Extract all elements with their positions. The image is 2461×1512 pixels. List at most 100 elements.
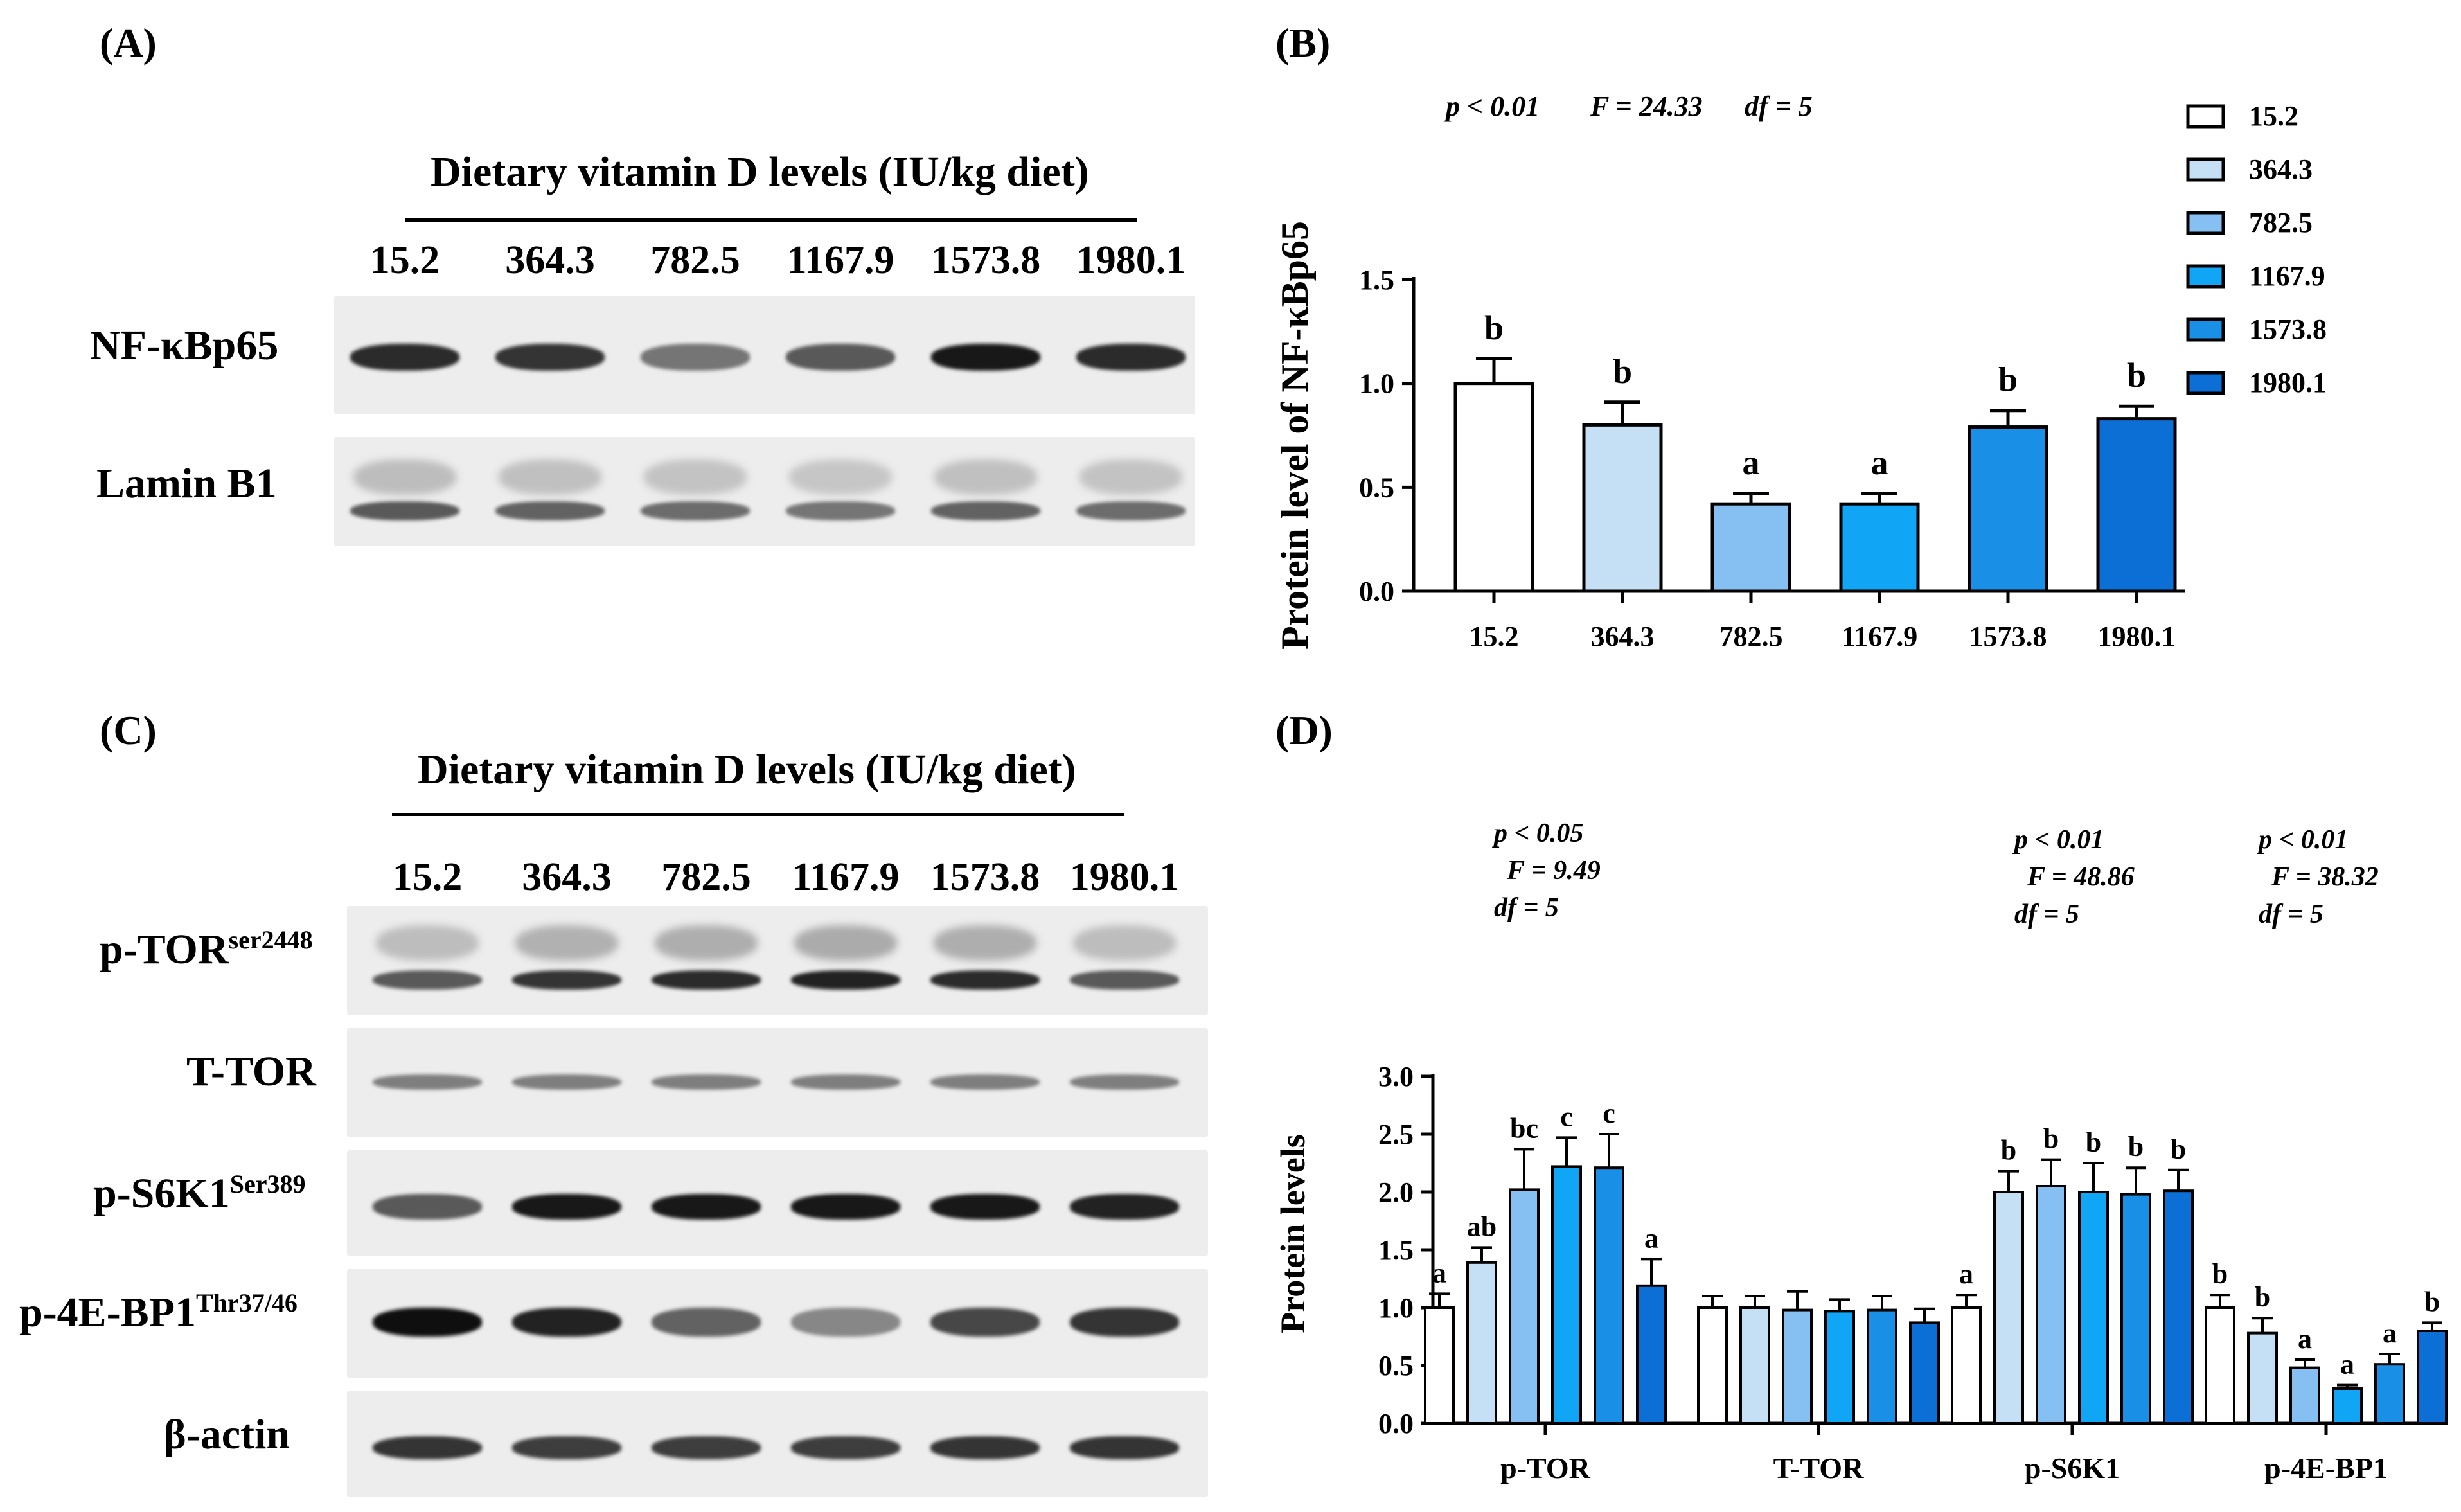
legend-label: 1980.1: [2249, 367, 2327, 398]
western-blot-beta-actin: [347, 1391, 1208, 1497]
bar: [2120, 1193, 2151, 1425]
lane-label: 782.5: [650, 238, 740, 282]
y-axis-title: Protein levels: [1274, 1134, 1312, 1333]
legend-swatch: [2186, 157, 2225, 182]
blot-band: [930, 970, 1040, 990]
blot-band-faint: [644, 459, 747, 495]
blot-band: [791, 1436, 900, 1459]
panel-c-header-rule: [392, 813, 1124, 816]
panel-c-row-label-ttor: T-TOR: [186, 1048, 316, 1095]
blot-band: [931, 344, 1040, 371]
blot-band: [786, 501, 895, 520]
significance-letter: c: [1603, 1098, 1615, 1129]
x-tick-label: p-4E-BP1: [2264, 1452, 2388, 1484]
blot-band: [1070, 1308, 1179, 1337]
blot-band-faint: [499, 459, 601, 495]
significance-letter: a: [2298, 1323, 2312, 1355]
significance-letter: b: [2128, 1131, 2144, 1162]
lane-label: 1573.8: [930, 855, 1040, 899]
legend-label: 1167.9: [2249, 260, 2325, 292]
stats-f: F = 48.86: [2027, 862, 2135, 892]
blot-band: [791, 1074, 900, 1090]
blot-band: [512, 970, 621, 990]
bar: [1594, 1166, 1624, 1425]
bar: [1551, 1165, 1582, 1425]
blot-band: [786, 344, 895, 371]
western-blot-lamin-b1: [334, 437, 1195, 546]
blot-band: [495, 501, 605, 520]
blot-band: [1070, 1074, 1179, 1090]
lane-label: 1980.1: [1076, 238, 1186, 282]
blot-band: [652, 1436, 761, 1459]
blot-band-faint: [376, 925, 479, 961]
stats-f: F = 24.33: [1590, 91, 1703, 122]
blot-band: [373, 1194, 482, 1220]
significance-letter: b: [2086, 1126, 2101, 1158]
y-tick-label: 0.5: [1359, 472, 1394, 503]
blot-band: [930, 1194, 1040, 1220]
significance-letter: bc: [1510, 1112, 1538, 1144]
significance-letter: b: [2212, 1258, 2228, 1290]
lane-label: 364.3: [505, 238, 595, 282]
significance-letter: b: [1484, 308, 1504, 347]
blot-band: [1076, 501, 1186, 520]
legend-label: 1573.8: [2249, 314, 2327, 345]
legend-label: 782.5: [2249, 207, 2313, 238]
bar: [1824, 1310, 1855, 1425]
bar: [2078, 1191, 2109, 1425]
x-tick-label: 15.2: [1470, 621, 1519, 652]
significance-letter: a: [1644, 1222, 1658, 1254]
bar: [2417, 1330, 2448, 1425]
blot-band: [512, 1436, 621, 1459]
x-tick-label: p-S6K1: [2025, 1452, 2120, 1484]
blot-band: [652, 1074, 761, 1090]
significance-letter: a: [2340, 1349, 2354, 1380]
y-tick-label: 2.0: [1378, 1177, 1414, 1208]
blot-band: [930, 1074, 1040, 1090]
stats-f: F = 9.49: [1506, 856, 1601, 885]
y-tick-label: 1.5: [1378, 1234, 1414, 1266]
significance-letter: a: [1959, 1258, 1973, 1290]
lane-label: 1167.9: [792, 855, 900, 899]
blot-band: [350, 501, 459, 520]
blot-band: [373, 1308, 482, 1337]
legend-label: 364.3: [2249, 154, 2313, 185]
blot-band-faint: [515, 925, 618, 961]
bar: [1839, 502, 1920, 593]
lane-label: 782.5: [661, 855, 751, 899]
y-tick-label: 0.0: [1359, 576, 1394, 607]
legend-swatch: [2186, 317, 2225, 342]
y-tick-label: 1.0: [1378, 1292, 1414, 1324]
panel-c-row-label-p4ebp1: p-4E-BP1Thr37/46: [19, 1288, 298, 1336]
x-tick-label: T-TOR: [1773, 1452, 1864, 1484]
stats-p: p < 0.01: [1443, 91, 1540, 122]
x-tick-label: p-TOR: [1500, 1452, 1591, 1484]
significance-letter: a: [1432, 1257, 1446, 1288]
bar: [2205, 1306, 2235, 1425]
bar: [1951, 1306, 1982, 1425]
western-blot-p-4e-bp1: [347, 1269, 1208, 1378]
x-tick-label: 1980.1: [2098, 621, 2176, 652]
bar: [1782, 1308, 1813, 1425]
western-blot-nfkb: [334, 296, 1195, 414]
panel-c-row-label-bactin: β-actin: [164, 1411, 290, 1458]
significance-letter: c: [1560, 1101, 1573, 1132]
significance-letter: b: [2043, 1123, 2059, 1155]
y-tick-label: 0.5: [1378, 1350, 1414, 1382]
bar: [1909, 1321, 1940, 1425]
stats-p: p < 0.01: [2257, 825, 2348, 855]
panel-a-label: (A): [100, 20, 157, 66]
lane-label: 364.3: [522, 855, 612, 899]
blot-band: [1076, 344, 1186, 371]
blot-band-faint: [934, 459, 1037, 495]
bar: [2247, 1331, 2278, 1425]
bar: [1697, 1306, 1728, 1425]
stats-f: F = 38.32: [2271, 862, 2379, 892]
blot-band: [512, 1194, 621, 1220]
bar: [1453, 382, 1534, 593]
blot-band: [512, 1308, 621, 1337]
panel-c-row-label-ptor: p-TORser2448: [100, 925, 313, 973]
blot-band: [641, 501, 750, 520]
blot-band: [373, 1074, 482, 1090]
